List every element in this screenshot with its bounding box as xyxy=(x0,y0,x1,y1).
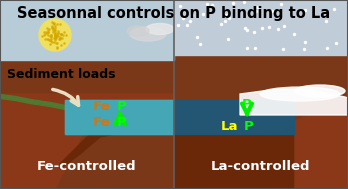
Polygon shape xyxy=(60,117,174,169)
Text: P: P xyxy=(242,98,252,112)
Text: La-controlled: La-controlled xyxy=(211,160,311,174)
Text: Fe: Fe xyxy=(92,101,110,114)
Text: La: La xyxy=(221,119,238,132)
Polygon shape xyxy=(174,111,348,189)
Text: Seasonnal controls on P binding to La: Seasonnal controls on P binding to La xyxy=(17,6,331,21)
Ellipse shape xyxy=(295,85,345,97)
Ellipse shape xyxy=(260,87,340,101)
Polygon shape xyxy=(174,111,348,189)
Text: Fe: Fe xyxy=(92,116,110,129)
Polygon shape xyxy=(0,94,174,189)
FancyBboxPatch shape xyxy=(65,100,174,134)
Polygon shape xyxy=(295,99,348,189)
Ellipse shape xyxy=(130,27,166,41)
Bar xyxy=(0,0,174,60)
Text: P: P xyxy=(117,101,127,114)
Ellipse shape xyxy=(146,23,174,35)
Text: Fe-controlled: Fe-controlled xyxy=(37,160,137,174)
Polygon shape xyxy=(65,100,174,134)
Text: P: P xyxy=(244,119,254,132)
Ellipse shape xyxy=(127,26,149,36)
Text: Sediment loads: Sediment loads xyxy=(7,68,116,81)
Bar xyxy=(174,0,348,55)
Polygon shape xyxy=(240,89,348,115)
FancyBboxPatch shape xyxy=(174,100,294,134)
Text: P: P xyxy=(117,116,127,129)
Circle shape xyxy=(39,19,71,51)
